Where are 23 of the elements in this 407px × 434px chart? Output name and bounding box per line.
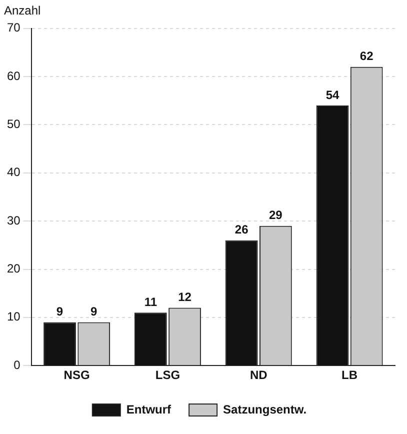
x-tick-label: ND	[250, 368, 268, 382]
y-tick-label: 50	[6, 117, 21, 132]
data-label: 26	[234, 222, 249, 237]
data-label: 62	[360, 49, 374, 64]
data-label: 11	[144, 294, 158, 309]
y-tick-label: 60	[6, 68, 21, 83]
y-tick-label: 20	[6, 262, 21, 276]
y-tick-label: 0	[14, 358, 21, 372]
data-label: 9	[56, 304, 64, 319]
data-label: 9	[90, 304, 98, 319]
data-label: 29	[268, 208, 283, 222]
data-label: 12	[178, 290, 192, 304]
x-tick-label: NSG	[64, 368, 90, 382]
y-tick-label: 10	[6, 310, 21, 324]
x-tick-label: LB	[342, 368, 358, 382]
y-tick-label: 40	[6, 165, 21, 180]
y-tick-label: 70	[6, 20, 21, 35]
legend-label: Entwurf	[126, 402, 172, 416]
y-axis-title: Anzahl	[4, 4, 41, 18]
data-label: 54	[326, 88, 340, 102]
legend-label: Satzungsentw.	[223, 402, 307, 416]
x-tick-label: LSG	[155, 368, 180, 382]
y-tick-label: 30	[6, 213, 21, 228]
